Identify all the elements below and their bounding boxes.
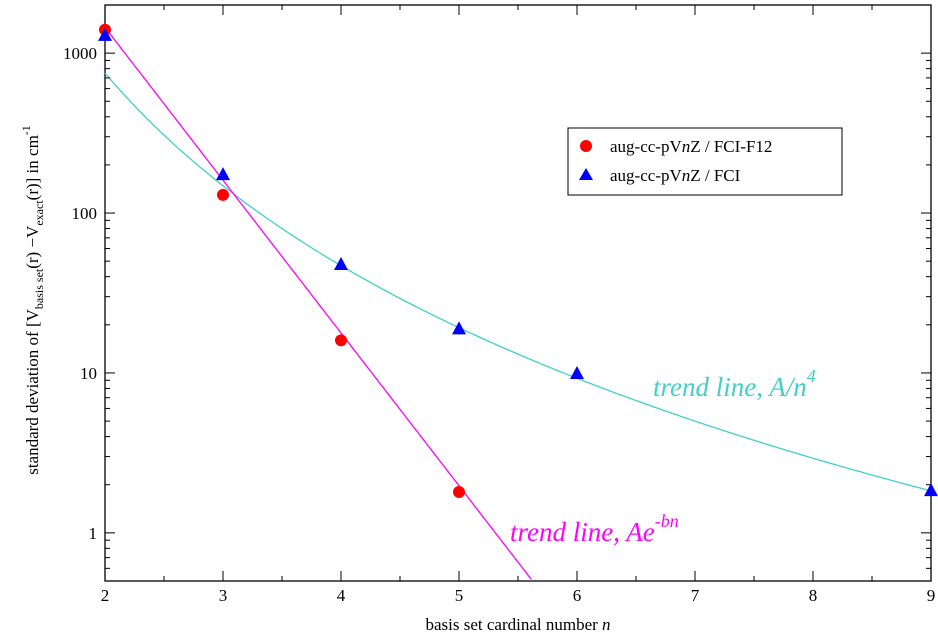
data-point-fci [98,27,112,41]
y-tick-label: 1000 [63,44,97,63]
plot-frame [104,4,932,582]
x-tick-label: 8 [809,586,818,605]
y-tick-label: 1 [89,524,98,543]
axis-ticks: 2 3 4 5 6 7 8 9 1 10 100 1000 [63,4,936,605]
y-axis-title: standard deviation of [Vbasis set(r) −Ve… [19,125,46,475]
x-tick-label: 5 [455,586,464,605]
data-point-fci [570,365,584,379]
data-point-fci-f12 [453,486,465,499]
trend-label-exponential: trend line, Ae-bn [510,511,679,547]
data-point-fci [452,321,466,335]
data-markers [98,23,938,499]
data-point-fci [216,167,230,181]
data-point-fci [924,483,938,497]
x-tick-label: 7 [691,586,700,605]
legend: aug-cc-pVnZ / FCI-F12 aug-cc-pVnZ / FCI [567,127,843,196]
data-point-fci-f12 [335,334,347,347]
legend-label-fci: aug-cc-pVnZ / FCI [610,166,741,185]
legend-box [567,127,843,196]
data-point-fci [334,257,348,271]
y-tick-label: 100 [72,204,98,223]
x-tick-label: 6 [573,586,582,605]
trend-label-power: trend line, A/n4 [653,366,816,402]
legend-marker-circle [580,140,592,152]
trend-lines [104,26,932,580]
legend-marker-triangle [579,168,593,180]
legend-label-f12: aug-cc-pVnZ / FCI-F12 [610,137,772,156]
x-tick-label: 3 [219,586,228,605]
x-tick-label: 2 [101,586,110,605]
data-point-fci-f12 [217,188,229,201]
trend-line-exponential [104,26,532,580]
x-tick-label: 4 [337,586,346,605]
y-tick-label: 10 [80,364,97,383]
trend-line-power [104,72,932,492]
x-axis-title: basis set cardinal number n [425,615,610,634]
x-tick-label: 9 [927,586,936,605]
